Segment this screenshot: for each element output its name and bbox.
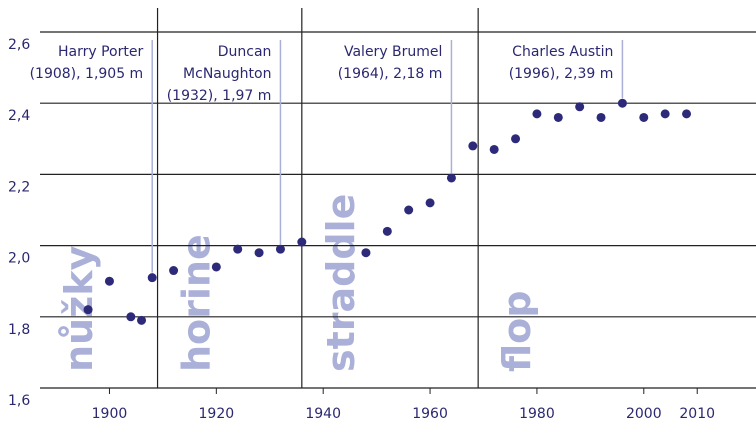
data-point: [104, 276, 114, 286]
data-point: [83, 305, 93, 315]
data-point: [404, 205, 414, 215]
data-point: [126, 312, 136, 322]
data-point: [489, 144, 499, 154]
x-tick-label: 1920: [199, 406, 235, 422]
data-point: [275, 244, 285, 254]
y-tick-label: 1,6: [8, 393, 30, 409]
annotation-text: Valery Brumel: [344, 44, 442, 60]
era-label: horine: [175, 234, 219, 372]
y-tick-label: 2,2: [8, 179, 30, 195]
data-point: [575, 102, 585, 112]
data-point: [382, 226, 392, 236]
annotation-text: Harry Porter: [58, 44, 143, 60]
annotation-text: Charles Austin: [512, 44, 613, 60]
annotation-text: McNaughton: [183, 66, 271, 82]
era-label: nůžky: [57, 246, 101, 372]
annotation-text: (1908), 1,905 m: [30, 66, 144, 82]
data-point: [682, 109, 692, 119]
y-tick-label: 2,6: [8, 37, 30, 53]
annotation-text: (1964), 2,18 m: [338, 66, 443, 82]
x-tick-label: 1940: [305, 406, 341, 422]
data-point: [532, 109, 542, 119]
data-point: [511, 134, 521, 144]
data-point: [233, 244, 243, 254]
data-point: [211, 262, 221, 272]
x-tick-label: 1960: [412, 406, 448, 422]
data-point: [147, 273, 157, 283]
data-point: [596, 112, 606, 122]
x-tick-label: 2010: [679, 406, 715, 422]
y-tick-label: 1,8: [8, 322, 30, 338]
data-point: [553, 112, 563, 122]
data-point: [468, 141, 478, 151]
data-point: [137, 315, 147, 325]
data-point: [169, 266, 179, 276]
data-point: [425, 198, 435, 208]
annotation-text: Duncan: [218, 44, 272, 60]
annotation-text: (1932), 1,97 m: [167, 88, 272, 104]
data-point: [639, 112, 649, 122]
data-point: [660, 109, 670, 119]
data-point: [617, 98, 627, 108]
data-point: [361, 248, 371, 258]
era-label: straddle: [319, 194, 363, 372]
y-tick-label: 2,4: [8, 108, 30, 124]
x-tick-label: 2000: [626, 406, 662, 422]
data-point: [446, 173, 456, 183]
x-tick-label: 1980: [519, 406, 555, 422]
annotation-text: (1996), 2,39 m: [509, 66, 614, 82]
data-point: [254, 248, 264, 258]
era-label: flop: [495, 291, 539, 372]
data-point: [297, 237, 307, 247]
y-tick-label: 2,0: [8, 251, 30, 267]
x-tick-label: 1900: [92, 406, 128, 422]
